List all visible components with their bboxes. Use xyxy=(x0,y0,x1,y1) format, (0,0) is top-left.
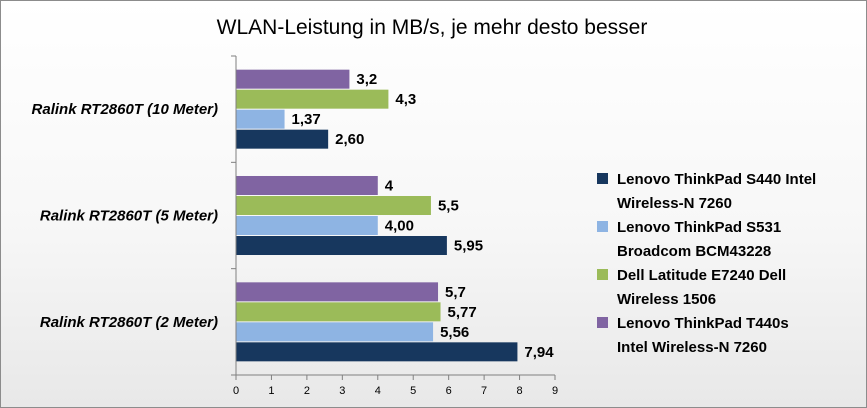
data-label: 4,3 xyxy=(395,91,416,108)
bar xyxy=(236,282,439,302)
data-label: 3,2 xyxy=(356,71,377,88)
data-label: 1,37 xyxy=(292,111,321,128)
x-tick-label: 2 xyxy=(304,385,310,397)
bar xyxy=(236,129,329,149)
data-label: 7,94 xyxy=(524,344,554,361)
plot-area: 3,2 4,3 1,37 2,60 Ralink RT2860T (10 Meter) 4… xyxy=(32,55,558,397)
bar xyxy=(236,89,389,109)
x-tick-label: 9 xyxy=(552,385,558,397)
bar xyxy=(236,216,378,235)
category-label: Ralink RT2860T (2 Meter) xyxy=(40,314,218,331)
bar xyxy=(236,69,350,89)
bar xyxy=(236,109,285,129)
legend-entry: Lenovo ThinkPad T440s Intel Wireless-N 72… xyxy=(597,315,789,356)
x-tick-label: 8 xyxy=(516,385,522,397)
data-label: 5,56 xyxy=(440,324,469,341)
legend-label: Intel Wireless-N 7260 xyxy=(617,339,767,356)
bar xyxy=(236,176,378,195)
legend-label: Wireless-N 7260 xyxy=(617,195,732,212)
category-label: Ralink RT2860T (10 Meter) xyxy=(32,101,218,118)
category-label: Ralink RT2860T (5 Meter) xyxy=(40,208,218,225)
legend-label: Lenovo ThinkPad T440s xyxy=(617,315,789,332)
data-label: 4,00 xyxy=(385,218,414,235)
legend-entry: Lenovo ThinkPad S531 Broadcom BCM43228 xyxy=(597,219,781,260)
legend: Lenovo ThinkPad S440 Intel Wireless-N 726… xyxy=(597,171,816,356)
legend-swatch xyxy=(597,269,608,280)
x-tick-label: 7 xyxy=(481,385,487,397)
data-label: 5,7 xyxy=(445,284,466,301)
x-tick-label: 0 xyxy=(233,385,239,397)
legend-label: Broadcom BCM43228 xyxy=(617,243,771,260)
legend-label: Wireless 1506 xyxy=(617,291,716,308)
legend-swatch xyxy=(597,221,608,232)
x-tick-label: 3 xyxy=(339,385,345,397)
legend-entry: Dell Latitude E7240 Dell Wireless 1506 xyxy=(597,267,786,308)
legend-swatch xyxy=(597,173,608,184)
data-label: 5,5 xyxy=(438,198,459,215)
data-label: 4 xyxy=(385,178,394,195)
data-label: 5,95 xyxy=(454,238,483,255)
x-tick-label: 5 xyxy=(410,385,416,397)
bar xyxy=(236,322,434,342)
data-label: 5,77 xyxy=(448,304,477,321)
legend-entry: Lenovo ThinkPad S440 Intel Wireless-N 726… xyxy=(597,171,816,212)
legend-label: Dell Latitude E7240 Dell xyxy=(617,267,786,284)
data-label: 2,60 xyxy=(335,131,364,148)
bar xyxy=(236,302,441,322)
chart-title: WLAN-Leistung in MB/s, je mehr desto bes… xyxy=(217,16,648,39)
legend-label: Lenovo ThinkPad S531 xyxy=(617,219,781,236)
bar xyxy=(236,342,518,362)
bar xyxy=(236,236,447,255)
x-tick-label: 6 xyxy=(446,385,452,397)
x-tick-label: 1 xyxy=(268,385,274,397)
legend-label: Lenovo ThinkPad S440 Intel xyxy=(617,171,816,188)
x-tick-label: 4 xyxy=(375,385,381,397)
legend-swatch xyxy=(597,317,608,328)
bar xyxy=(236,196,431,215)
